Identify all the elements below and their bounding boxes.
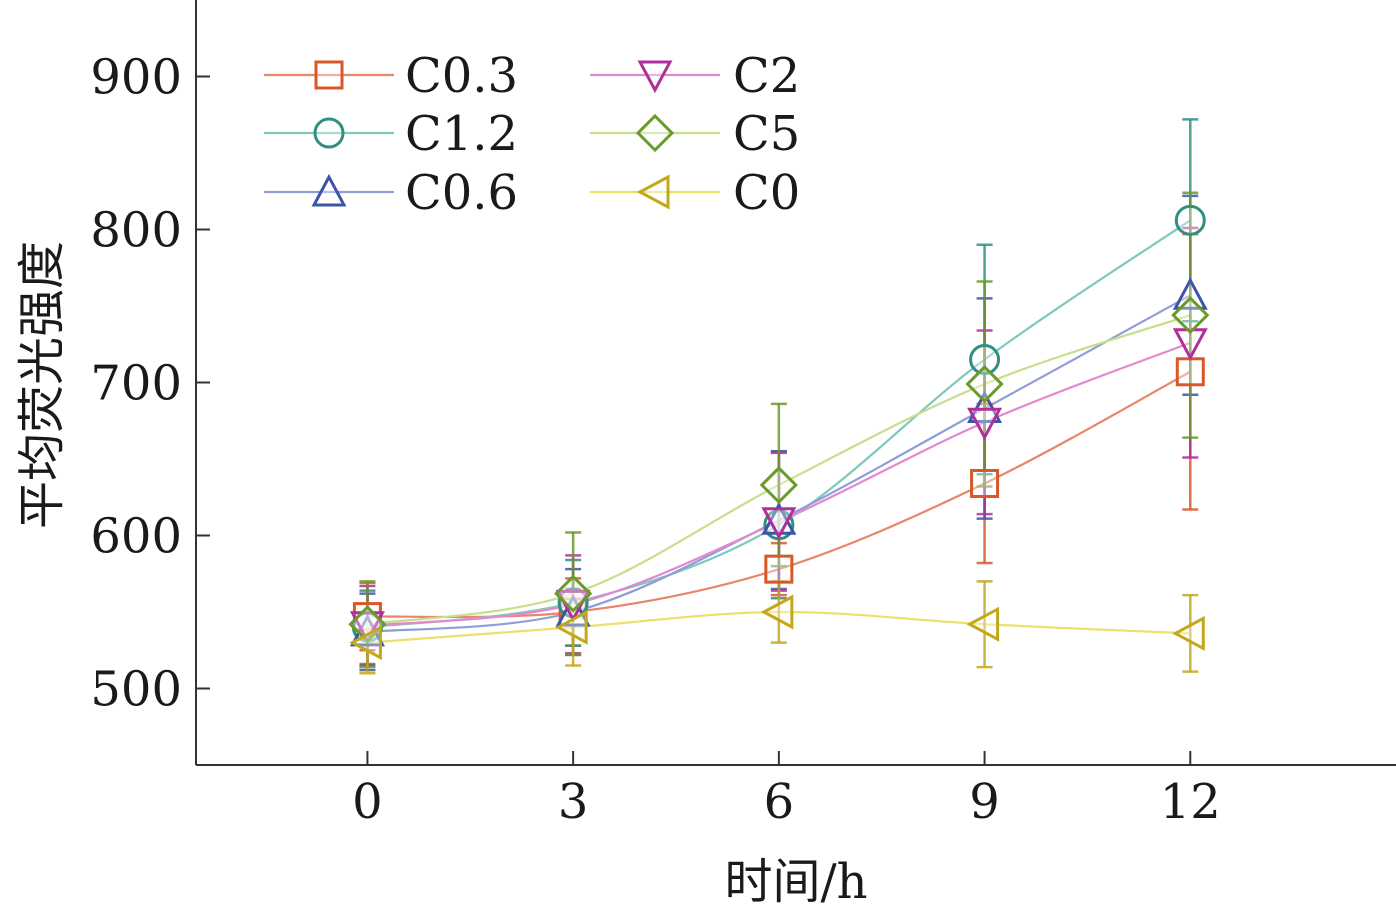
data-point-c5 <box>759 465 798 505</box>
data-point-c0 <box>966 606 1000 642</box>
y-axis-label: 平均荧光强度 <box>14 241 70 529</box>
data-point-c5 <box>965 364 1004 404</box>
data-point-c0-6 <box>761 502 797 535</box>
data-point-c0 <box>349 625 382 661</box>
legend-label-c5: C5 <box>733 106 800 162</box>
data-point-c2 <box>1172 328 1208 361</box>
legend-label-c0-3: C0.3 <box>405 48 518 104</box>
legend-label-c0: C0 <box>733 165 800 221</box>
data-point-c0-3 <box>1175 357 1205 387</box>
data-point-c5 <box>554 574 593 613</box>
series-line-c1-2 <box>367 219 1191 629</box>
data-point-c1-2 <box>969 344 1001 376</box>
legend-label-c0-6: C0.6 <box>405 165 518 221</box>
x-tick-label: 9 <box>969 774 1000 830</box>
legend-marker-c0-3 <box>314 60 344 90</box>
x-tick-label: 12 <box>1160 774 1221 830</box>
y-tick-label: 600 <box>90 509 182 565</box>
data-point-c0-3 <box>764 554 794 584</box>
x-tick-label: 3 <box>558 774 589 830</box>
data-point-c0 <box>554 609 588 645</box>
legend-marker-c1-2 <box>313 117 345 149</box>
data-point-c0-6 <box>967 390 1003 424</box>
x-tick-label: 0 <box>352 774 383 830</box>
legend-marker-c5 <box>635 113 675 153</box>
x-tick-label: 6 <box>764 774 795 830</box>
data-point-c5 <box>348 605 387 644</box>
data-point-c0 <box>760 594 794 630</box>
y-tick-label: 900 <box>90 50 182 106</box>
legend-marker-c2 <box>637 60 673 94</box>
data-point-c0-6 <box>1172 277 1208 310</box>
legend-marker-c0-6 <box>311 173 347 207</box>
data-point-c2 <box>761 507 797 540</box>
data-point-c0-3 <box>970 468 1000 498</box>
legend-label-c1-2: C1.2 <box>405 106 518 162</box>
x-axis-label: 时间/h <box>724 854 867 908</box>
data-point-c1-2 <box>1174 204 1206 236</box>
legend-label-c2: C2 <box>733 48 800 104</box>
data-point-c2 <box>967 407 1003 441</box>
data-point-c0 <box>1172 615 1205 651</box>
y-tick-label: 700 <box>90 356 182 412</box>
data-point-c2 <box>555 589 591 623</box>
data-point-c5 <box>1171 296 1210 335</box>
y-tick-label: 500 <box>90 662 182 718</box>
legend-marker-c0 <box>636 174 670 210</box>
y-tick-label: 800 <box>90 203 182 259</box>
data-point-c2 <box>349 611 385 644</box>
